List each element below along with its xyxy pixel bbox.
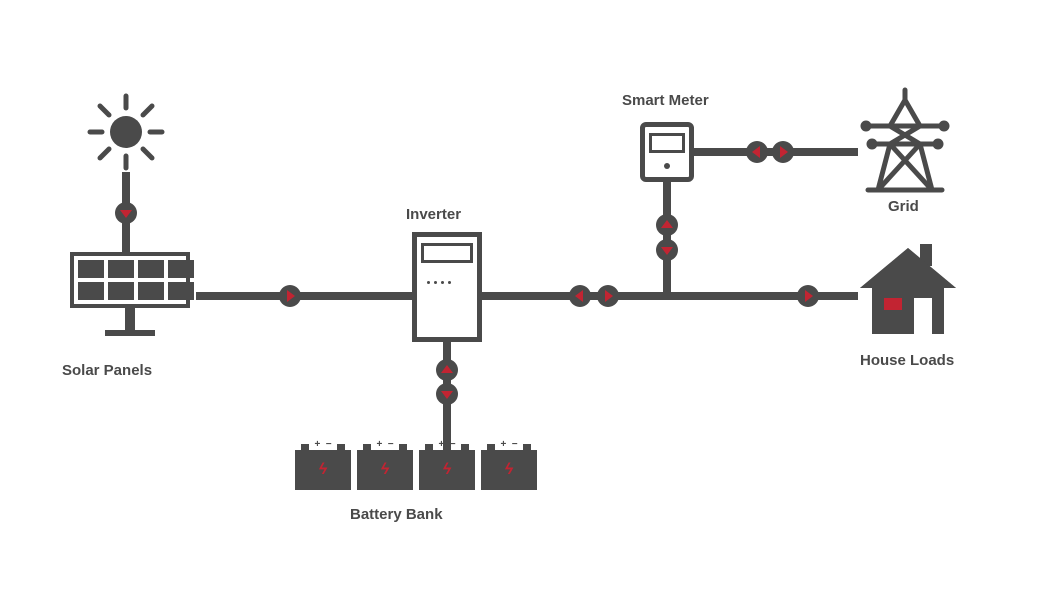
- smart-meter-icon: [640, 122, 694, 182]
- solar-panel-icon: [70, 252, 190, 336]
- label-grid: Grid: [888, 198, 919, 215]
- flow-marker: [746, 141, 768, 163]
- battery-icon: +− ϟ: [481, 440, 537, 490]
- label-battery-bank: Battery Bank: [350, 506, 443, 523]
- edge-panel-to-inverter: [196, 292, 412, 300]
- label-house-loads: House Loads: [860, 352, 954, 369]
- label-smart-meter: Smart Meter: [622, 92, 709, 109]
- label-solar-panels: Solar Panels: [62, 362, 152, 379]
- grid-tower-icon: [860, 86, 950, 201]
- flow-marker: [656, 239, 678, 261]
- flow-marker: [656, 214, 678, 236]
- battery-icon: +− ϟ: [295, 440, 351, 490]
- flow-marker: [569, 285, 591, 307]
- inverter-icon: [412, 232, 482, 342]
- label-inverter: Inverter: [406, 206, 461, 223]
- sun-icon: [86, 92, 166, 172]
- solar-system-diagram: +− ϟ +− ϟ +− ϟ +− ϟ: [0, 0, 1060, 601]
- battery-icon: +− ϟ: [357, 440, 413, 490]
- battery-bank-icon: +− ϟ +− ϟ +− ϟ +− ϟ: [295, 440, 537, 490]
- flow-marker: [797, 285, 819, 307]
- battery-icon: +− ϟ: [419, 440, 475, 490]
- flow-marker: [115, 202, 137, 224]
- house-icon: [858, 238, 958, 343]
- flow-marker: [772, 141, 794, 163]
- flow-marker: [279, 285, 301, 307]
- flow-marker: [597, 285, 619, 307]
- flow-marker: [436, 359, 458, 381]
- flow-marker: [436, 383, 458, 405]
